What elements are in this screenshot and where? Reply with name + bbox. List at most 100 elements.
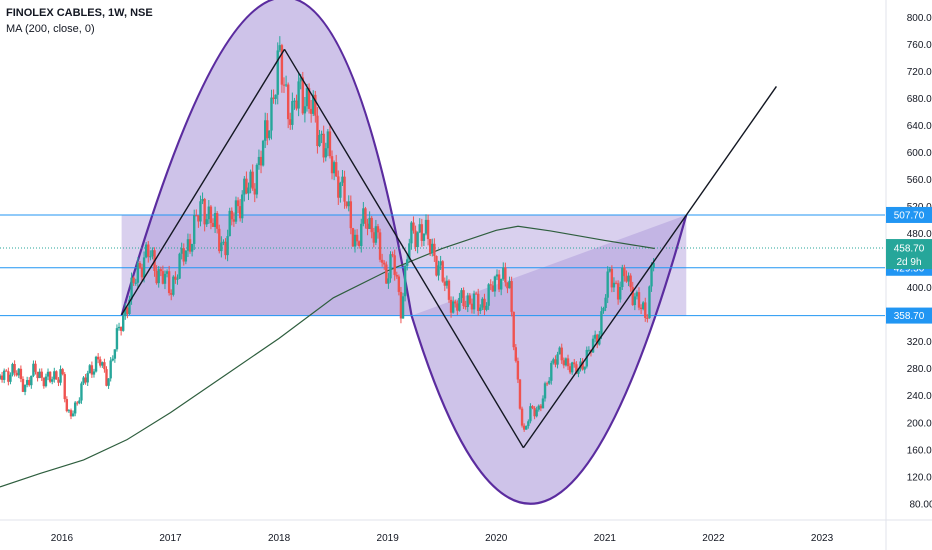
candle-body bbox=[537, 405, 540, 410]
candle-body bbox=[119, 326, 123, 331]
candle-body bbox=[180, 248, 183, 254]
candle-body bbox=[193, 215, 196, 244]
candle-body bbox=[612, 282, 616, 288]
candle-body bbox=[249, 171, 252, 188]
time-tick-label: 2023 bbox=[811, 533, 834, 544]
candle-body bbox=[610, 268, 614, 288]
candle-body bbox=[174, 276, 177, 280]
candle-body bbox=[109, 360, 112, 379]
lower-arc bbox=[410, 214, 688, 505]
current-price-label: 458.70 bbox=[894, 244, 925, 255]
candle-body bbox=[224, 241, 227, 256]
candle-body bbox=[132, 277, 135, 283]
candle-body bbox=[522, 425, 526, 430]
candle-body bbox=[487, 284, 490, 306]
candle-body bbox=[587, 349, 591, 351]
candle-body bbox=[648, 286, 651, 319]
candle-body bbox=[445, 280, 449, 286]
candle-body bbox=[11, 363, 14, 375]
candle-body bbox=[30, 375, 33, 386]
candle-body bbox=[380, 259, 384, 263]
candle-body bbox=[548, 380, 551, 384]
candle-body bbox=[163, 273, 167, 284]
candle-body bbox=[0, 375, 4, 380]
candle-body bbox=[107, 378, 110, 386]
time-axis[interactable]: 2016 2017 2018 2019 2020 2021 2022 2023 bbox=[0, 519, 932, 544]
candle-body bbox=[629, 275, 632, 288]
price-tick-label: 320.00 bbox=[907, 337, 932, 348]
price-tick-label: 160.00 bbox=[907, 445, 932, 456]
candle-body bbox=[635, 292, 639, 297]
candle-body bbox=[531, 406, 534, 408]
candle-body bbox=[157, 269, 160, 284]
candle-body bbox=[353, 234, 357, 247]
candle-body bbox=[614, 282, 618, 284]
candle-body bbox=[368, 217, 371, 229]
candle-body bbox=[596, 334, 599, 345]
candle-body bbox=[155, 270, 158, 284]
candle-body bbox=[211, 222, 215, 227]
candle-body bbox=[67, 410, 71, 412]
candle-body bbox=[491, 285, 495, 292]
candle-body bbox=[69, 410, 73, 417]
candle-body bbox=[539, 405, 543, 409]
candle-body bbox=[646, 317, 649, 319]
price-tick-label: 640.00 bbox=[907, 121, 932, 132]
candle-body bbox=[190, 243, 194, 252]
candle-body bbox=[322, 133, 325, 158]
candle-body bbox=[48, 371, 52, 382]
candle-body bbox=[36, 371, 39, 379]
candle-body bbox=[21, 378, 25, 392]
candle-body bbox=[633, 296, 637, 306]
time-tick-label: 2016 bbox=[51, 533, 74, 544]
candle-body bbox=[581, 361, 584, 370]
candle-body bbox=[627, 275, 630, 282]
candle-body bbox=[297, 81, 300, 109]
candle-body bbox=[232, 219, 236, 222]
candle-body bbox=[408, 243, 411, 260]
candle-body bbox=[316, 115, 319, 147]
candle-body bbox=[552, 359, 555, 363]
candle-body bbox=[188, 239, 192, 252]
candle-body bbox=[573, 362, 576, 365]
candle-body bbox=[140, 267, 144, 278]
candle-body bbox=[245, 178, 248, 194]
candle-body bbox=[328, 131, 332, 157]
symbol-title[interactable]: FINOLEX CABLES, 1W, NSE bbox=[6, 7, 153, 19]
candle-body bbox=[218, 228, 221, 252]
candle-body bbox=[176, 278, 179, 280]
level-tag-label: 358.70 bbox=[894, 311, 925, 322]
candle-body bbox=[435, 256, 438, 276]
candle-body bbox=[238, 206, 242, 219]
candle-body bbox=[441, 261, 444, 282]
price-tick-label: 80.00 bbox=[909, 499, 932, 510]
candle-body bbox=[13, 363, 16, 373]
candle-body bbox=[46, 371, 50, 377]
candle-body bbox=[554, 359, 557, 365]
candle-body bbox=[78, 400, 81, 404]
candle-body bbox=[151, 250, 154, 257]
candle-body bbox=[512, 311, 515, 348]
candle-body bbox=[53, 371, 56, 380]
candle-body bbox=[606, 271, 609, 298]
candle-body bbox=[479, 307, 482, 311]
candle-body bbox=[42, 377, 46, 387]
indicator-legend[interactable]: MA (200, close, 0) bbox=[6, 23, 95, 35]
candle-body bbox=[251, 171, 254, 189]
time-tick-label: 2020 bbox=[485, 533, 508, 544]
candle-body bbox=[639, 307, 643, 310]
candle-body bbox=[545, 383, 549, 385]
candle-body bbox=[516, 360, 520, 380]
candle-body bbox=[560, 347, 563, 361]
candle-body bbox=[167, 271, 171, 294]
candle-body bbox=[550, 362, 553, 381]
candle-body bbox=[280, 45, 284, 85]
candle-body bbox=[418, 224, 421, 233]
candle-body bbox=[477, 293, 480, 311]
candle-body bbox=[593, 334, 597, 339]
candle-body bbox=[286, 84, 290, 120]
candle-body bbox=[489, 284, 492, 286]
candle-body bbox=[406, 259, 409, 266]
candle-body bbox=[236, 200, 240, 207]
